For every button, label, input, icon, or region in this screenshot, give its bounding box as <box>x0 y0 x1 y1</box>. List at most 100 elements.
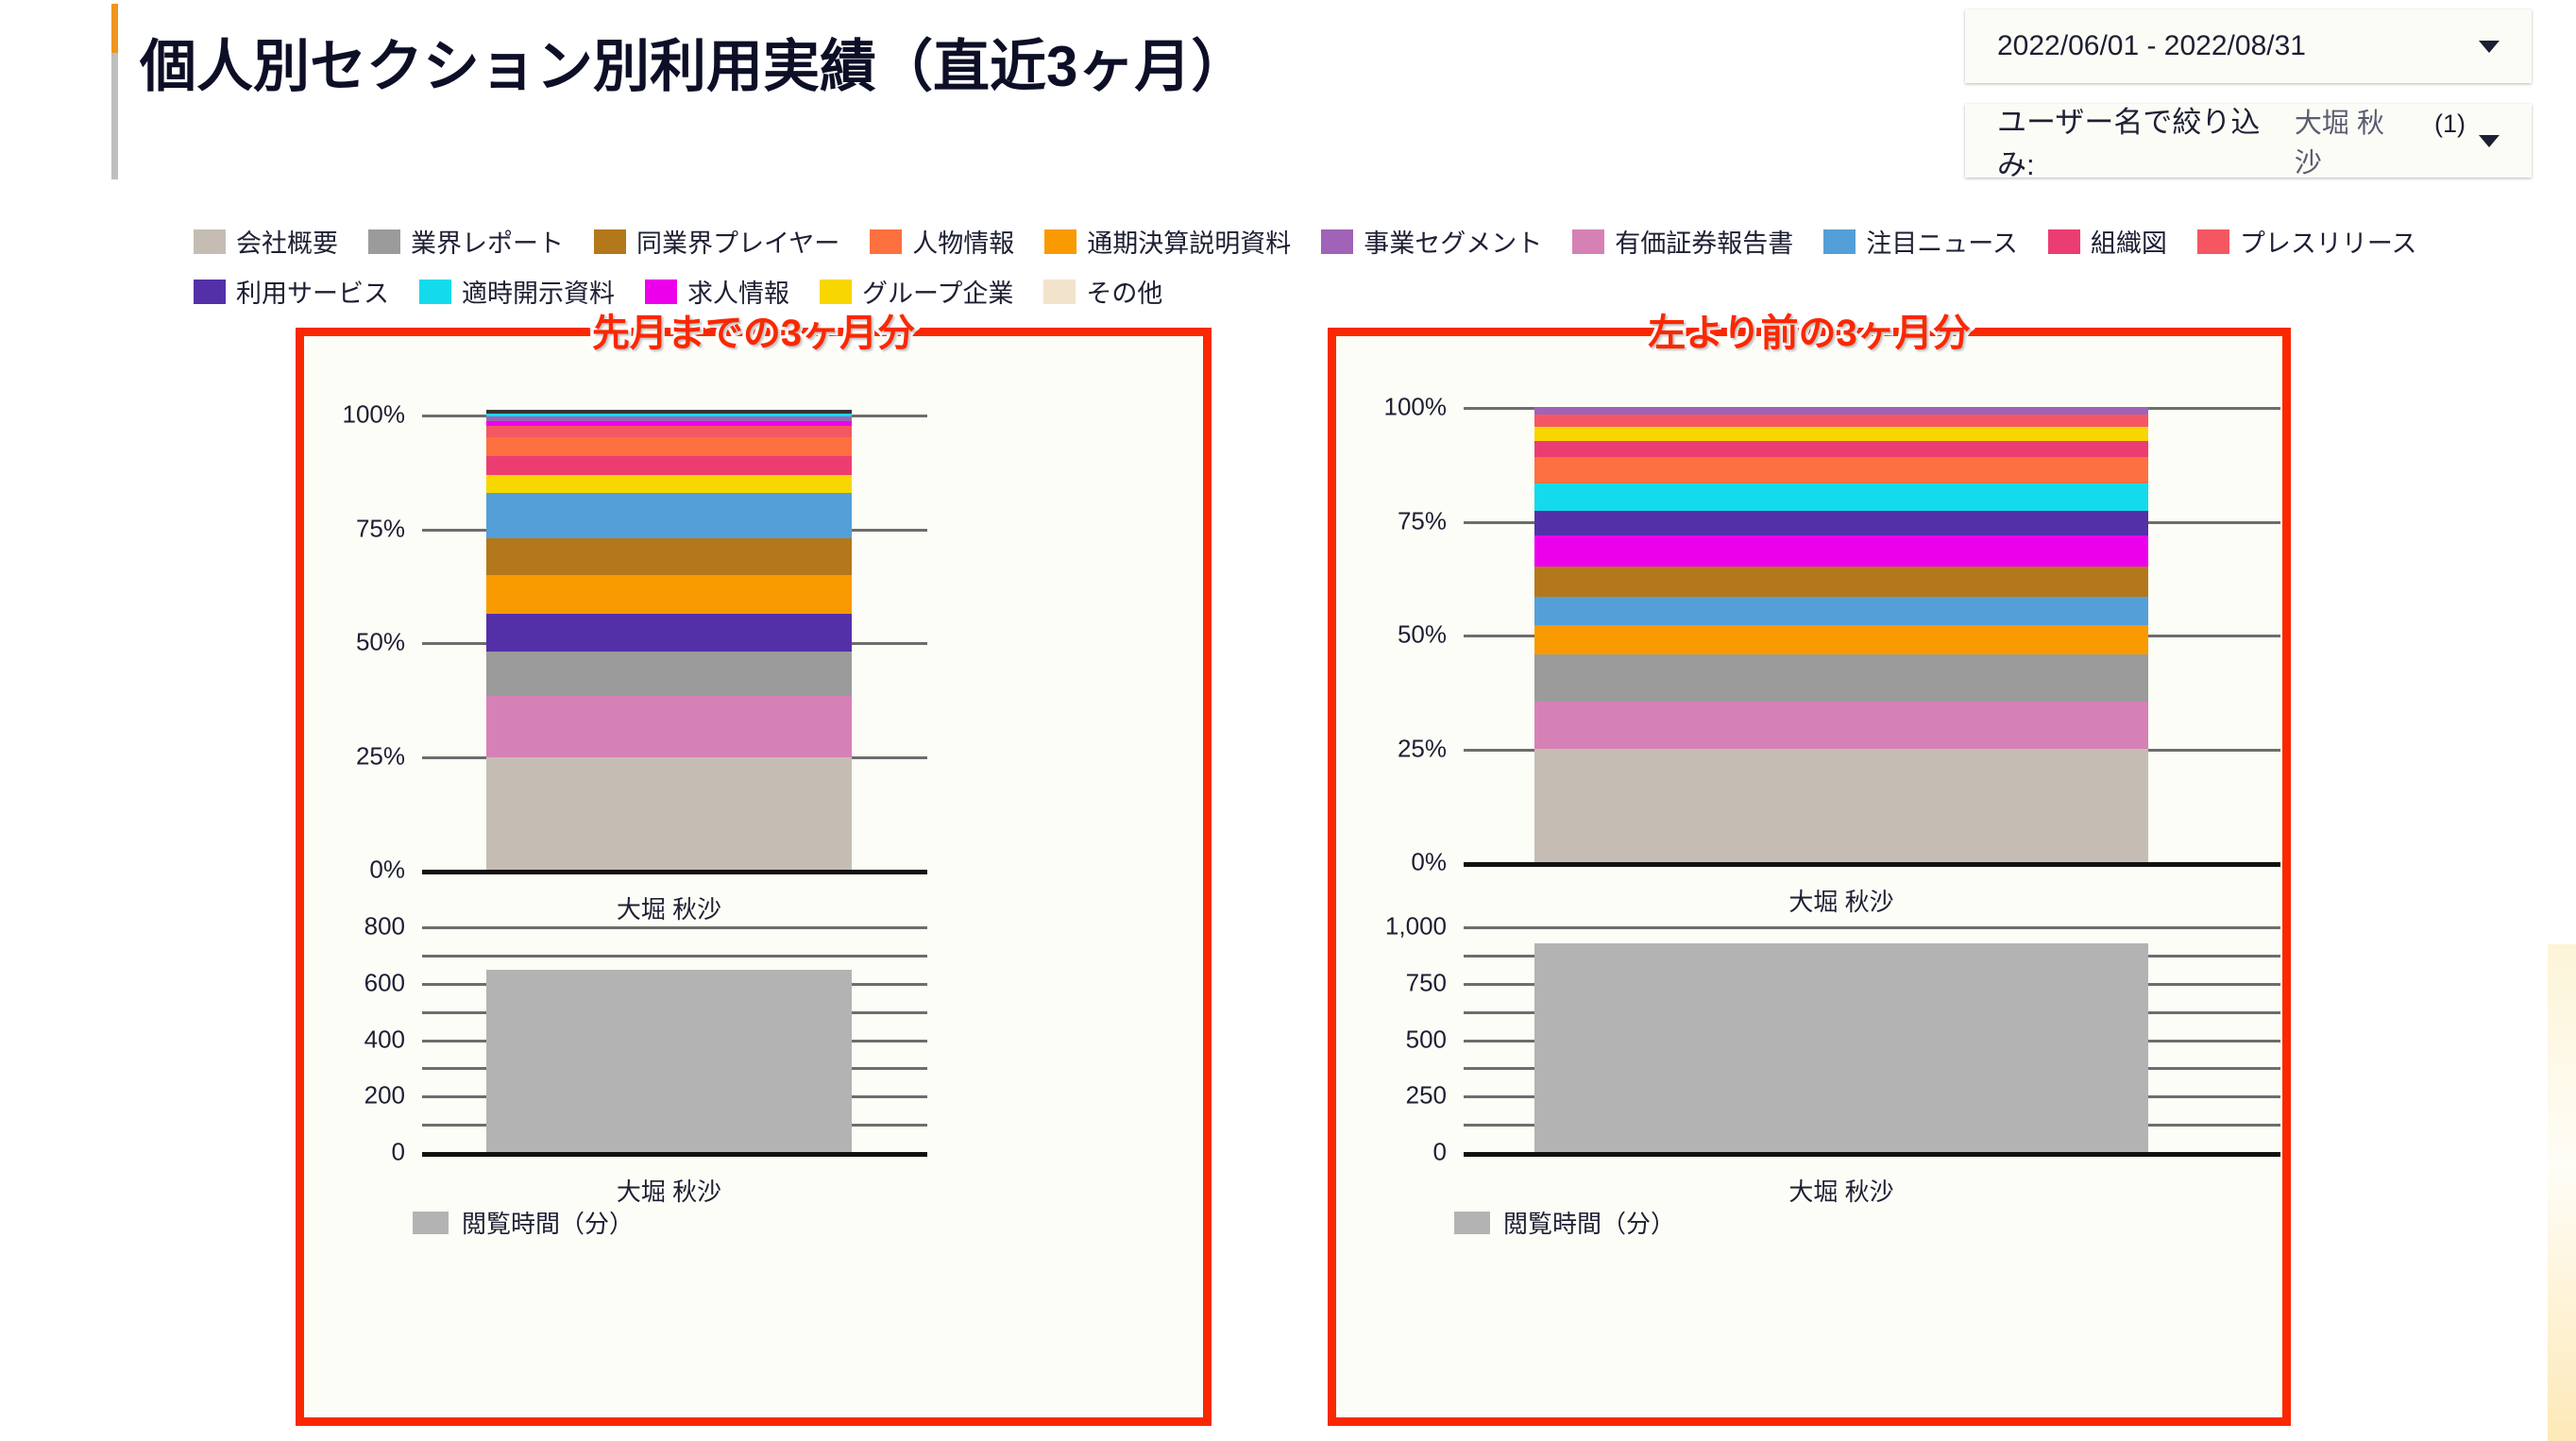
legend-item[interactable]: 人物情報 <box>870 223 1014 260</box>
legend-item[interactable]: 求人情報 <box>645 273 789 310</box>
legend-swatch-icon <box>1043 279 1076 304</box>
legend-item-label: その他 <box>1086 280 1163 308</box>
legend-item[interactable]: その他 <box>1043 273 1162 310</box>
user-filter-text: ユーザー名で絞り込み: 大堀 秋沙 (1) <box>1997 98 2466 183</box>
legend-item-label: 適時開示資料 <box>462 280 615 308</box>
y-axis-tick-label: 0 <box>391 1137 405 1166</box>
stacked-bar-segment[interactable] <box>486 574 852 614</box>
legend-item-label: プレスリリース <box>2239 229 2417 258</box>
y-axis-tick-label: 25% <box>1397 734 1447 762</box>
legend-item-label: グループ企業 <box>862 280 1014 308</box>
y-axis-tick-label: 75% <box>355 514 405 542</box>
legend-row: 利用サービス 適時開示資料 求人情報 グループ企業 その他 <box>194 273 2422 310</box>
user-filter-dropdown[interactable]: ユーザー名で絞り込み: 大堀 秋沙 (1) <box>1965 104 2532 181</box>
legend-item[interactable]: 会社概要 <box>194 223 338 260</box>
legend-item[interactable]: 事業セグメント <box>1321 223 1542 260</box>
chart-legend-label: 閲覧時間（分） <box>462 1210 635 1238</box>
stacked-bar-segment[interactable] <box>1534 535 2148 567</box>
date-range-value: 2022/06/01 - 2022/08/31 <box>1997 30 2306 61</box>
stacked-bar-segment[interactable] <box>1534 702 2148 749</box>
stacked-bar-segment[interactable] <box>486 416 852 422</box>
stacked-bar-segment[interactable] <box>1534 440 2148 457</box>
stacked-bar-segment[interactable] <box>1534 653 2148 703</box>
legend-swatch-icon <box>1321 229 1354 254</box>
y-axis-tick-label: 0 <box>1432 1137 1447 1166</box>
user-filter-label: ユーザー名で絞り込み: <box>1997 106 2261 181</box>
legend-swatch-icon <box>413 1211 449 1234</box>
stacked-bar-segment[interactable] <box>486 426 852 438</box>
legend-item-label: 会社概要 <box>236 229 338 258</box>
legend-item-label: 求人情報 <box>687 280 789 308</box>
right-time-chart: 0 250 500 750 1,000 大堀 秋沙 閲覧時間（分） <box>1336 903 2282 1426</box>
chart-card-right: 左より前の3ヶ月分 0% 25% 50% 75% 100% 大堀 秋沙 0 250 500 750… <box>1328 310 2291 1426</box>
y-axis-tick-label: 50% <box>1397 619 1447 649</box>
stacked-bar-segment[interactable] <box>1534 426 2148 441</box>
legend-row: 会社概要 業界レポート 同業界プレイヤー 人物情報 通期決算説明資料 事業セグメント 有価証… <box>194 223 2422 260</box>
stacked-bar-segment[interactable] <box>486 437 852 456</box>
y-axis-tick-label: 50% <box>355 627 405 656</box>
stacked-bar-segment[interactable] <box>486 474 852 494</box>
stacked-bar-segment[interactable] <box>1534 483 2148 512</box>
stacked-bar-segment[interactable] <box>1534 414 2148 427</box>
stacked-bar-segment[interactable] <box>486 421 852 427</box>
legend-swatch-icon <box>1044 229 1077 254</box>
legend-item[interactable]: 適時開示資料 <box>419 273 615 310</box>
legend-item[interactable]: 有価証券報告書 <box>1572 223 1793 260</box>
stacked-bar-segment[interactable] <box>1534 511 2148 536</box>
stacked-bar[interactable] <box>1534 407 2148 862</box>
stacked-bar-segment[interactable] <box>486 537 852 575</box>
stacked-bar[interactable] <box>486 410 852 870</box>
legend-swatch-icon <box>1823 229 1856 254</box>
legend-item[interactable]: 同業界プレイヤー <box>594 223 839 260</box>
stacked-bar-segment[interactable] <box>1534 625 2148 654</box>
value-bar[interactable] <box>486 970 852 1152</box>
y-axis-tick-label: 0% <box>369 855 405 884</box>
y-axis-tick-label: 400 <box>364 1025 405 1053</box>
legend-item[interactable]: 注目ニュース <box>1823 223 2018 260</box>
chart-legend[interactable]: 閲覧時間（分） <box>1454 1205 1675 1240</box>
stacked-bar-segment[interactable] <box>1534 407 2148 415</box>
legend-swatch-icon <box>1454 1211 1490 1234</box>
legend-swatch-icon <box>1572 229 1605 254</box>
legend-item-label: 業界レポート <box>411 229 564 258</box>
stacked-bar-segment[interactable] <box>1534 748 2148 862</box>
legend-item[interactable]: 通期決算説明資料 <box>1044 223 1291 260</box>
legend-item[interactable]: 組織図 <box>2047 223 2167 260</box>
y-axis-tick-label: 0% <box>1411 847 1447 876</box>
gridline <box>1464 926 2280 929</box>
stacked-bar-segment[interactable] <box>486 651 852 696</box>
x-axis-category-label: 大堀 秋沙 <box>1788 888 1894 916</box>
y-axis-tick-label: 800 <box>364 911 405 941</box>
stacked-bar-segment[interactable] <box>1534 456 2148 484</box>
legend-item[interactable]: プレスリリース <box>2196 223 2417 260</box>
chart-card-left: 先月までの3ヶ月分 0% 25% 50% 75% 100% 大堀 秋沙 0 200 400 600… <box>296 310 1212 1426</box>
gridline <box>1464 862 2280 867</box>
stacked-bar-segment[interactable] <box>486 695 852 757</box>
legend-swatch-icon <box>2047 229 2080 254</box>
right-percent-chart: 0% 25% 50% 75% 100% 大堀 秋沙 <box>1336 336 2282 916</box>
date-range-dropdown[interactable]: 2022/06/01 - 2022/08/31 <box>1965 9 2532 83</box>
legend-item[interactable]: 利用サービス <box>194 273 389 310</box>
legend-item[interactable]: 業界レポート <box>368 223 564 260</box>
x-axis-category-label: 大堀 秋沙 <box>1788 1178 1894 1206</box>
legend-item-label: 同業界プレイヤー <box>636 229 840 258</box>
stacked-bar-segment[interactable] <box>1534 566 2148 597</box>
stacked-bar-segment[interactable] <box>486 613 852 652</box>
legend-item-label: 利用サービス <box>236 280 389 308</box>
legend-item[interactable]: グループ企業 <box>820 273 1013 310</box>
y-axis-tick-label: 750 <box>1405 968 1447 997</box>
value-bar[interactable] <box>1534 942 2148 1152</box>
stacked-bar-segment[interactable] <box>486 493 852 538</box>
stacked-bar-segment[interactable] <box>486 756 852 870</box>
y-axis-tick-label: 1,000 <box>1384 911 1447 941</box>
gridline-minor <box>422 954 927 958</box>
chart-card-left-annotation: 先月までの3ヶ月分 <box>588 310 918 358</box>
chart-legend[interactable]: 閲覧時間（分） <box>413 1205 634 1240</box>
stacked-bar-segment[interactable] <box>486 413 852 417</box>
chart-legend-label: 閲覧時間（分） <box>1503 1210 1676 1238</box>
stacked-bar-segment[interactable] <box>486 455 852 475</box>
stacked-bar-segment[interactable] <box>486 410 852 414</box>
stacked-bar-segment[interactable] <box>1534 597 2148 626</box>
gridline <box>422 926 927 929</box>
